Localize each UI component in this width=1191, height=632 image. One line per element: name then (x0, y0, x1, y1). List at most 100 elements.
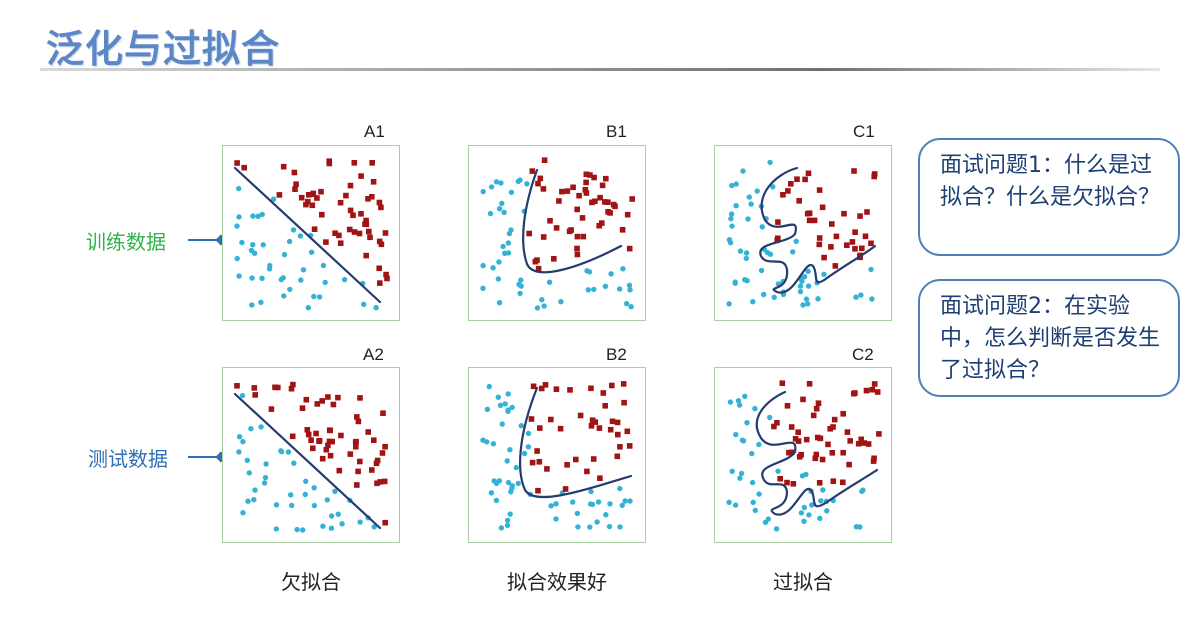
positive-sample-square (599, 182, 606, 189)
negative-sample-dot (361, 301, 367, 307)
positive-sample-square (308, 437, 314, 443)
positive-sample-square (816, 480, 823, 486)
negative-sample-dot (765, 516, 771, 522)
negative-sample-dot (793, 238, 799, 244)
positive-sample-square (369, 194, 375, 200)
positive-sample-square (380, 410, 386, 416)
positive-sample-square (862, 233, 869, 240)
positive-sample-square (588, 423, 595, 429)
negative-sample-dot (767, 414, 773, 421)
negative-sample-dot (491, 478, 497, 484)
positive-sample-square (564, 462, 570, 468)
positive-sample-square (537, 175, 544, 182)
positive-sample-square (584, 468, 590, 475)
negative-sample-dot (818, 498, 824, 504)
positive-sample-square (306, 192, 312, 198)
negative-sample-dot (525, 444, 532, 450)
negative-sample-dot (809, 502, 815, 508)
negative-sample-dot (797, 288, 804, 295)
positive-sample-square (603, 175, 609, 182)
negative-sample-dot (584, 268, 590, 274)
positive-sample-square (305, 198, 311, 205)
negative-sample-dot (285, 449, 292, 455)
positive-sample-square (609, 382, 615, 389)
page-title: 泛化与过拟合 (46, 27, 281, 71)
positive-sample-square (373, 460, 380, 467)
positive-sample-square (337, 199, 344, 206)
negative-sample-dot (500, 243, 506, 250)
negative-sample-dot (740, 168, 746, 174)
negative-sample-dot (509, 483, 515, 489)
positive-sample-square (347, 182, 354, 189)
negative-sample-dot (805, 283, 812, 289)
positive-sample-square (795, 438, 802, 444)
negative-sample-dot (750, 299, 756, 305)
negative-sample-dot (548, 503, 554, 509)
positive-sample-square (576, 192, 582, 199)
positive-sample-square (350, 212, 356, 219)
negative-sample-dot (558, 299, 564, 305)
negative-sample-dot (260, 242, 266, 248)
negative-sample-dot (736, 402, 743, 408)
negative-sample-dot (508, 489, 514, 495)
negative-sample-dot (853, 524, 860, 530)
negative-sample-dot (278, 276, 284, 283)
negative-sample-dot (505, 240, 512, 246)
negative-sample-dot (287, 286, 293, 293)
title-divider (40, 68, 1160, 71)
positive-sample-square (592, 198, 598, 205)
negative-sample-dot (488, 490, 495, 496)
positive-sample-square (384, 275, 390, 282)
negative-sample-dot (480, 285, 486, 291)
positive-sample-square (536, 459, 543, 465)
positive-sample-square (314, 195, 320, 201)
negative-sample-dot (239, 392, 246, 399)
negative-sample-dot (607, 501, 613, 507)
positive-sample-square (540, 186, 547, 192)
negative-sample-dot (251, 497, 257, 503)
negative-sample-dot (815, 296, 821, 302)
negative-sample-dot (626, 282, 633, 288)
positive-sample-square (346, 226, 353, 233)
positive-sample-square (600, 390, 607, 396)
positive-sample-square (596, 222, 602, 229)
negative-sample-dot (738, 470, 745, 477)
positive-sample-square (566, 228, 573, 235)
negative-sample-dot (585, 287, 591, 293)
negative-sample-dot (729, 223, 735, 229)
positive-sample-square (241, 164, 247, 171)
positive-sample-square (377, 479, 383, 485)
positive-sample-square (602, 199, 608, 205)
negative-sample-dot (320, 523, 326, 529)
positive-sample-square (580, 233, 587, 240)
decision-boundary (522, 168, 623, 274)
positive-sample-square (788, 449, 795, 456)
negative-sample-dot (300, 527, 306, 533)
caption-overfit: 过拟合 (773, 570, 833, 594)
negative-sample-dot (513, 464, 519, 471)
negative-sample-dot (509, 404, 515, 411)
positive-sample-square (589, 417, 596, 423)
negative-sample-dot (303, 478, 309, 484)
scatter-illustration (480, 157, 635, 311)
positive-sample-square (605, 209, 611, 215)
positive-sample-square (852, 246, 858, 252)
positive-sample-square (288, 385, 295, 392)
positive-sample-square (796, 454, 803, 460)
negative-sample-dot (490, 441, 497, 447)
negative-sample-dot (752, 405, 758, 412)
negative-sample-dot (575, 524, 581, 530)
negative-sample-dot (278, 449, 285, 455)
negative-sample-dot (322, 279, 328, 286)
positive-sample-square (326, 158, 332, 164)
positive-sample-square (311, 226, 318, 232)
positive-sample-square (868, 240, 874, 247)
positive-sample-square (529, 459, 536, 466)
negative-sample-dot (758, 267, 765, 274)
positive-sample-square (583, 179, 589, 186)
positive-sample-square (788, 181, 794, 187)
negative-sample-dot (620, 266, 626, 272)
positive-sample-square (542, 382, 549, 388)
positive-sample-square (803, 436, 810, 443)
panel-label-a2: A2 (363, 345, 384, 364)
